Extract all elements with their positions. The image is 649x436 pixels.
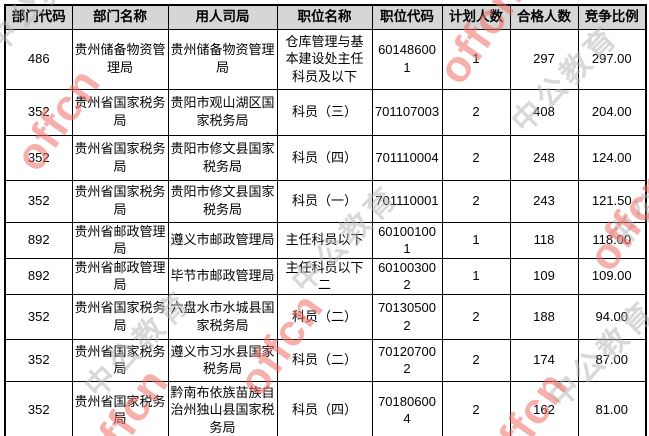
table-cell: 贵州省国家税务局 (71, 134, 169, 181)
table-cell: 297 (509, 28, 579, 90)
table-cell: 科员（三） (276, 88, 373, 136)
table-cell: 遵义市邮政管理局 (167, 221, 278, 259)
table-cell: 601003002 (371, 257, 443, 295)
table-cell: 贵阳市修文县国家税务局 (167, 134, 278, 181)
table-cell: 1 (441, 221, 511, 259)
table-row: 486 贵州储备物资管理局 贵州储备物资管理局 仓库管理与基本建设处主任科员及以下 60… (4, 28, 647, 90)
table-row: 352 贵州省国家税务局 六盘水市水城县国家税务局 科员（二） 701305002 2 18… (4, 293, 647, 340)
table-cell: 遵义市习水县国家税务局 (167, 338, 278, 382)
table-cell: 1 (441, 28, 511, 90)
table-cell: 2 (441, 88, 511, 136)
column-header: 竞争比例 (577, 4, 647, 30)
table-cell: 贵州储备物资管理局 (71, 28, 169, 90)
column-header: 职位代码 (371, 4, 443, 30)
table-cell: 贵州省邮政管理局 (71, 221, 169, 259)
table-cell: 121.50 (577, 179, 647, 223)
table-cell: 六盘水市水城县国家税务局 (167, 293, 278, 340)
table-cell: 188 (509, 293, 579, 340)
table-cell: 科员（四） (276, 134, 373, 181)
table-cell: 408 (509, 88, 579, 136)
table-cell: 352 (4, 179, 73, 223)
table-cell: 701806004 (371, 380, 443, 436)
table-cell: 109.00 (577, 257, 647, 295)
table-cell: 2 (441, 134, 511, 181)
table-cell: 贵州省国家税务局 (71, 380, 169, 436)
table-cell: 352 (4, 338, 73, 382)
table-cell: 2 (441, 179, 511, 223)
table-cell: 94.00 (577, 293, 647, 340)
table-cell: 174 (509, 338, 579, 382)
table-cell: 科员（二） (276, 293, 373, 340)
table-cell: 贵州省邮政管理局 (71, 257, 169, 295)
column-header: 计划人数 (441, 4, 511, 30)
table-cell: 124.00 (577, 134, 647, 181)
table-row: 352 贵州省国家税务局 遵义市习水县国家税务局 科员（二） 701207002 2 174… (4, 338, 647, 382)
table-cell: 892 (4, 257, 73, 295)
table-cell: 1 (441, 257, 511, 295)
table-row: 892 贵州省邮政管理局 遵义市邮政管理局 主任科员以下 601001001 1 118 11… (4, 221, 647, 259)
column-header: 用人司局 (167, 4, 278, 30)
table-cell: 科员（二） (276, 338, 373, 382)
table-cell: 2 (441, 380, 511, 436)
table-cell: 352 (4, 293, 73, 340)
table-cell: 科员（一） (276, 179, 373, 223)
table-cell: 118 (509, 221, 579, 259)
table-row: 352 贵州省国家税务局 黔南布依族苗族自治州独山县国家税务局 科员（四） 701806… (4, 380, 647, 436)
table-cell: 352 (4, 88, 73, 136)
table-cell: 仓库管理与基本建设处主任科员及以下 (276, 28, 373, 90)
table-cell: 科员（四） (276, 380, 373, 436)
table-cell: 892 (4, 221, 73, 259)
table-cell: 243 (509, 179, 579, 223)
table-cell: 352 (4, 134, 73, 181)
table-cell: 主任科员以下二 (276, 257, 373, 295)
column-header: 部门代码 (4, 4, 73, 30)
table-cell: 248 (509, 134, 579, 181)
table-cell: 352 (4, 380, 73, 436)
table-row: 892 贵州省邮政管理局 毕节市邮政管理局 主任科员以下二 601003002 1 109 1… (4, 257, 647, 295)
column-header: 部门名称 (71, 4, 169, 30)
table-cell: 贵州省国家税务局 (71, 293, 169, 340)
table-cell: 204.00 (577, 88, 647, 136)
table-cell: 贵州省国家税务局 (71, 179, 169, 223)
table-cell: 701110004 (371, 134, 443, 181)
table-cell: 486 (4, 28, 73, 90)
table-row: 352 贵州省国家税务局 贵阳市修文县国家税务局 科员（一） 701110001 2 243… (4, 179, 647, 223)
table-cell: 黔南布依族苗族自治州独山县国家税务局 (167, 380, 278, 436)
table-body: 486 贵州储备物资管理局 贵州储备物资管理局 仓库管理与基本建设处主任科员及以下 60… (4, 28, 647, 436)
table-cell: 701207002 (371, 338, 443, 382)
table-cell: 601001001 (371, 221, 443, 259)
table-cell: 贵州省国家税务局 (71, 88, 169, 136)
positions-table: 部门代码 部门名称 用人司局 职位名称 职位代码 计划人数 合格人数 竞争比例 486 贵州储备… (4, 4, 647, 436)
table-cell: 贵州储备物资管理局 (167, 28, 278, 90)
table-cell: 162 (509, 380, 579, 436)
column-header: 合格人数 (509, 4, 579, 30)
table-cell: 贵阳市修文县国家税务局 (167, 179, 278, 223)
table-cell: 109 (509, 257, 579, 295)
table-cell: 2 (441, 338, 511, 382)
column-header: 职位名称 (276, 4, 373, 30)
header-row: 部门代码 部门名称 用人司局 职位名称 职位代码 计划人数 合格人数 竞争比例 (4, 4, 647, 30)
table-cell: 81.00 (577, 380, 647, 436)
table-cell: 2 (441, 293, 511, 340)
table-cell: 毕节市邮政管理局 (167, 257, 278, 295)
table-cell: 701305002 (371, 293, 443, 340)
table-cell: 118.00 (577, 221, 647, 259)
table-row: 352 贵州省国家税务局 贵阳市修文县国家税务局 科员（四） 701110004 2 248… (4, 134, 647, 181)
table-cell: 主任科员以下 (276, 221, 373, 259)
table-cell: 贵阳市观山湖区国家税务局 (167, 88, 278, 136)
table-row: 352 贵州省国家税务局 贵阳市观山湖区国家税务局 科员（三） 701107003 2 40… (4, 88, 647, 136)
table-cell: 297.00 (577, 28, 647, 90)
table-cell: 87.00 (577, 338, 647, 382)
table-cell: 701110001 (371, 179, 443, 223)
table-cell: 701107003 (371, 88, 443, 136)
table-cell: 601486001 (371, 28, 443, 90)
table-cell: 贵州省国家税务局 (71, 338, 169, 382)
